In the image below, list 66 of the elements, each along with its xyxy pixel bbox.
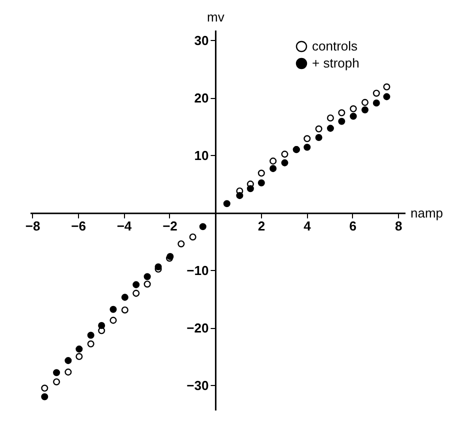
point <box>258 179 265 186</box>
point <box>281 159 288 166</box>
point <box>41 393 48 400</box>
point <box>132 281 140 288</box>
point <box>110 306 117 313</box>
x-tick-label: −6 <box>71 218 86 234</box>
point <box>270 165 277 172</box>
point <box>64 368 72 376</box>
x-tick-label: 2 <box>258 218 266 234</box>
point <box>361 98 368 106</box>
point <box>41 384 48 392</box>
point <box>281 150 288 158</box>
point <box>326 124 334 132</box>
point <box>132 290 140 297</box>
y-tick-label: 30 <box>194 32 209 48</box>
x-tick-label: −4 <box>116 218 132 234</box>
x-tick-label: 4 <box>304 218 312 234</box>
point <box>338 109 346 116</box>
point <box>98 322 106 329</box>
x-axis-title: namp <box>410 205 444 220</box>
point <box>87 340 94 348</box>
point <box>223 200 230 208</box>
y-axis-title: mv <box>207 10 225 24</box>
point <box>64 357 72 364</box>
x-tick-label: −8 <box>25 218 40 234</box>
y-tick-label: −10 <box>186 262 209 278</box>
point <box>315 134 322 142</box>
point <box>121 294 128 301</box>
point <box>383 83 390 90</box>
point <box>178 240 185 248</box>
point <box>110 316 117 324</box>
point <box>270 158 277 165</box>
point <box>121 306 128 314</box>
point <box>315 125 322 132</box>
point <box>236 192 244 200</box>
y-tick-label: −20 <box>186 320 209 336</box>
legend-label: controls <box>312 38 358 54</box>
legend-label: + stroph <box>312 56 360 70</box>
y-tick-label: −30 <box>186 378 209 393</box>
point <box>76 353 83 360</box>
point <box>154 263 162 270</box>
point <box>189 233 196 240</box>
point <box>199 223 206 230</box>
point <box>372 90 380 97</box>
y-tick-label: 20 <box>194 90 209 106</box>
point <box>87 332 94 339</box>
point <box>350 112 357 120</box>
point <box>383 93 390 100</box>
point <box>350 105 357 112</box>
point <box>326 114 334 122</box>
y-tick-label: 10 <box>194 148 209 163</box>
point <box>361 106 368 114</box>
point <box>246 185 254 192</box>
point <box>144 280 151 288</box>
point <box>144 273 151 280</box>
point <box>304 135 311 142</box>
point <box>76 346 83 353</box>
point <box>372 100 380 107</box>
x-tick-label: 6 <box>349 218 357 234</box>
x-tick-label: −2 <box>162 218 178 234</box>
point <box>53 369 60 376</box>
point <box>53 378 60 386</box>
point <box>338 118 346 125</box>
point <box>258 170 265 177</box>
x-tick-label: 8 <box>395 218 402 234</box>
point <box>304 144 311 151</box>
